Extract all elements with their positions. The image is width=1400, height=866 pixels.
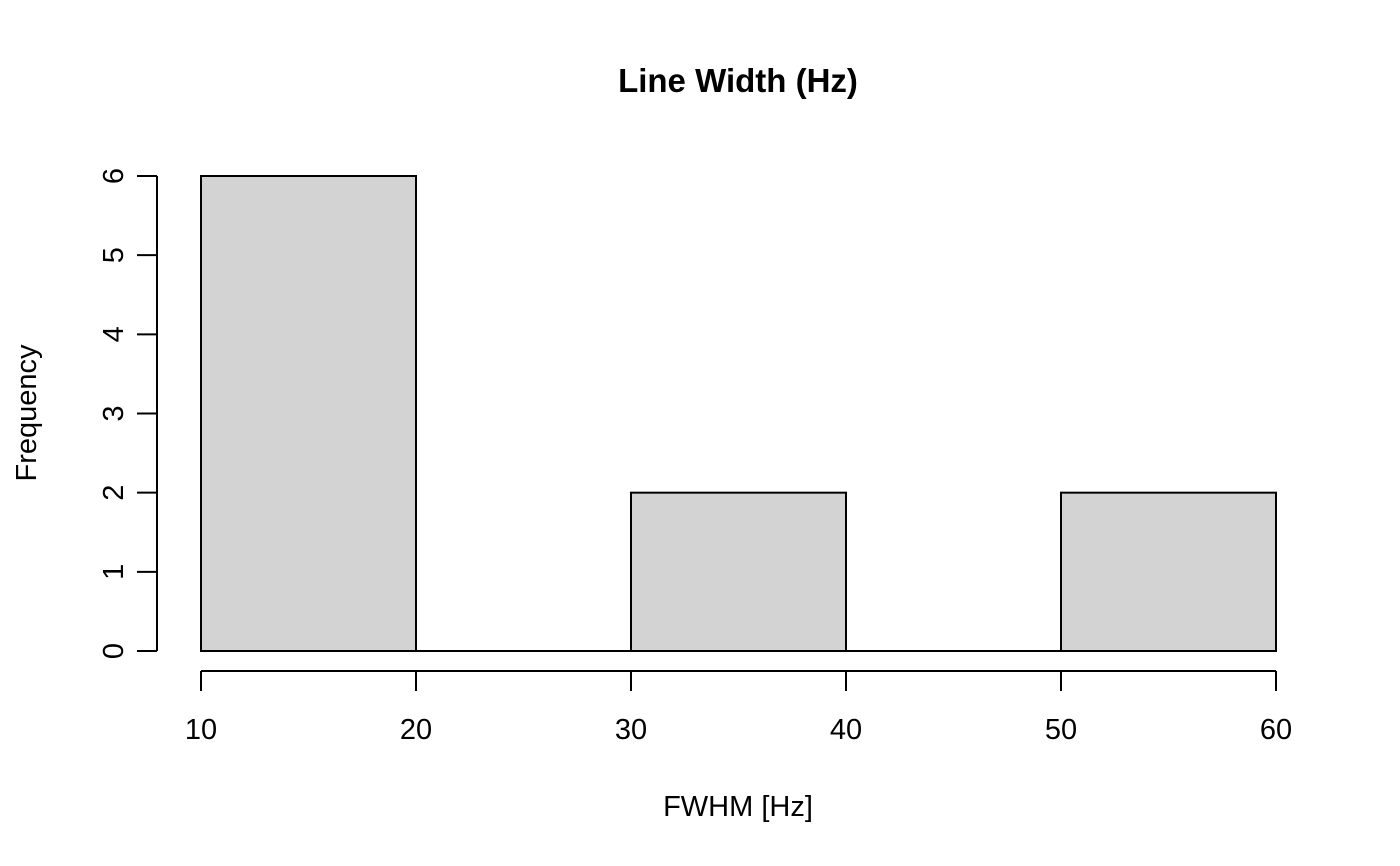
y-tick-label: 3 [98,405,130,421]
y-tick-label: 5 [98,247,130,263]
x-axis-label: FWHM [Hz] [663,791,813,823]
x-tick-label: 10 [185,714,217,746]
histogram-bar-30-40 [630,491,847,652]
y-tick-label: 4 [98,326,130,342]
y-tick-label: 2 [98,485,130,501]
histogram-bar-50-60 [1060,491,1277,652]
y-axis-label: Frequency [11,344,43,482]
x-tick-label: 30 [615,714,647,746]
y-axis-ticks: 0 1 2 3 4 5 6 [98,168,157,659]
histogram-bar-10-20 [200,175,417,652]
x-tick-label: 20 [400,714,432,746]
x-tick-label: 60 [1260,714,1292,746]
y-tick-label: 6 [98,168,130,184]
x-axis-ticks: 10 20 30 40 50 60 [185,671,1292,746]
y-tick-label: 0 [98,643,130,659]
bars-layer [200,175,1277,652]
chart-title: Line Width (Hz) [618,62,858,99]
x-tick-label: 40 [830,714,862,746]
y-tick-label: 1 [98,564,130,580]
x-tick-label: 50 [1045,714,1077,746]
